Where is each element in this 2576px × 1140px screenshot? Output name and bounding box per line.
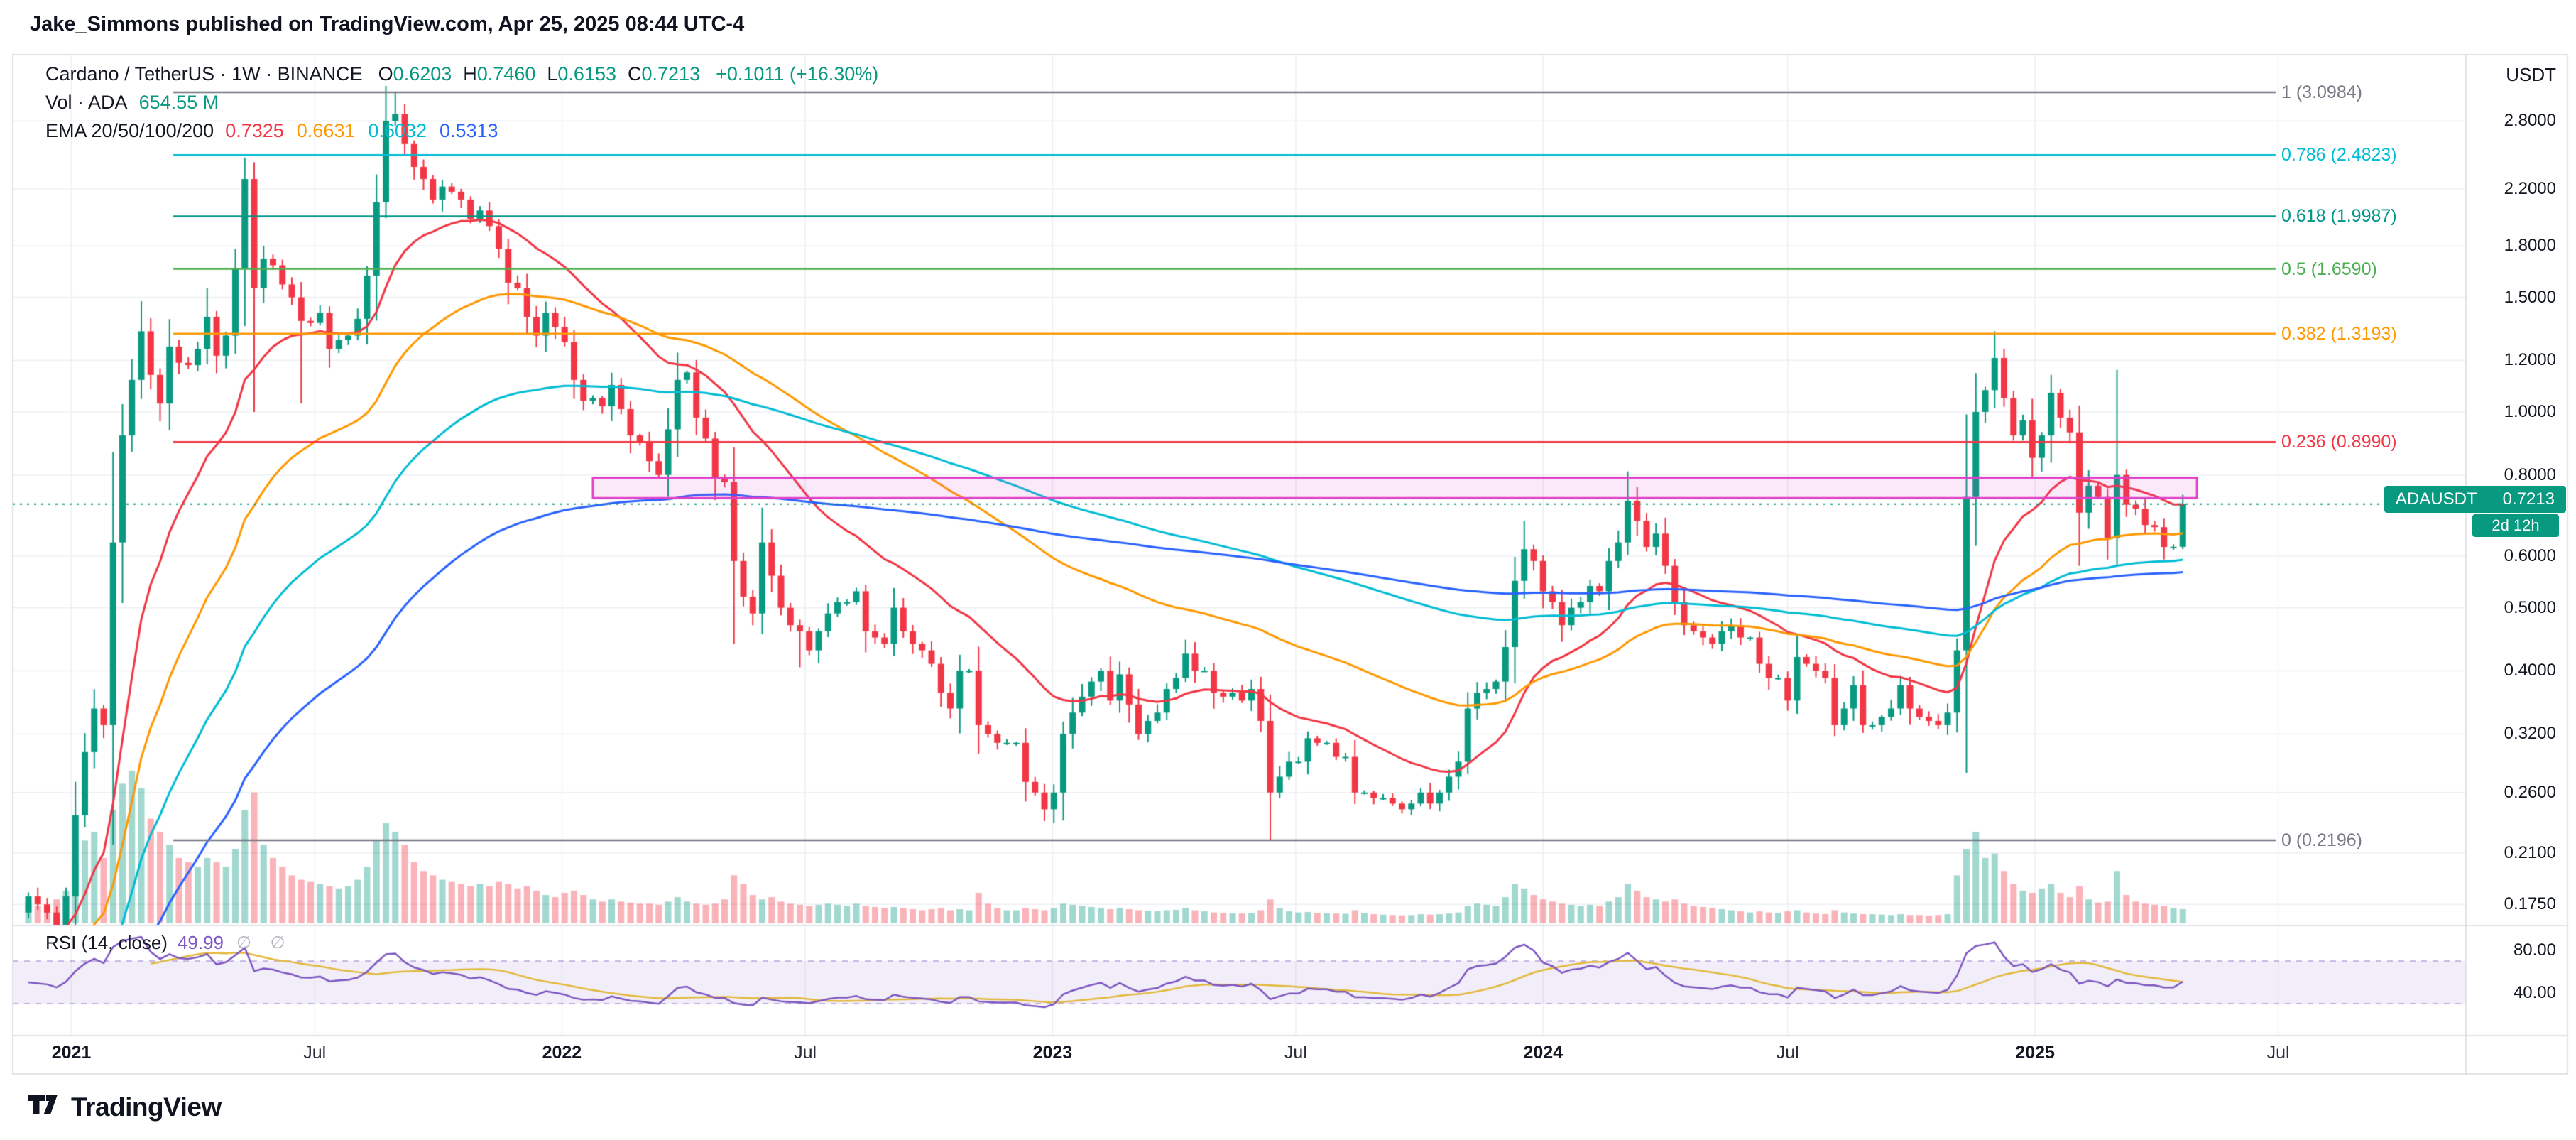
ema-value: 0.5313	[439, 119, 498, 141]
price-tick: 0.4000	[2504, 661, 2556, 680]
footer-brand-text[interactable]: TradingView	[71, 1092, 222, 1122]
volume-value: 654.55 M	[138, 91, 219, 113]
rsi-legend: RSI (14, close) 49.99 ∅ ∅	[45, 932, 293, 954]
tradingview-logo[interactable]	[28, 1095, 61, 1120]
fib-level-label: 0 (0.2196)	[2281, 830, 2362, 850]
time-label-month: Jul	[1284, 1043, 1307, 1063]
change-value: +0.1011 (+16.30%)	[716, 63, 879, 85]
time-label-month: Jul	[794, 1043, 817, 1063]
ohlc-pair: L0.6153	[547, 63, 616, 85]
price-tick: 1.0000	[2504, 401, 2556, 421]
ohlc-number: 0.7460	[476, 63, 536, 85]
ema-value: 0.7325	[225, 119, 284, 141]
price-tick: 0.2600	[2504, 782, 2556, 802]
last-price-badge[interactable]: ADAUSDT 0.7213	[2384, 486, 2566, 513]
symbol-title[interactable]: Cardano / TetherUS · 1W · BINANCE	[45, 63, 363, 85]
ohlc-pair: C0.7213	[628, 63, 700, 85]
ohlc-letter: L	[547, 63, 558, 85]
price-tick: 0.5000	[2504, 597, 2556, 617]
publish-line[interactable]: Jake_Simmons published on TradingView.co…	[30, 13, 745, 36]
rsi-tick: 80.00	[2513, 940, 2556, 960]
ohlc-letter: O	[378, 63, 393, 85]
fib-level-label: 0.382 (1.3193)	[2281, 323, 2397, 344]
time-label-year: 2023	[1032, 1043, 1073, 1063]
volume-label[interactable]: Vol · ADA	[45, 91, 128, 113]
price-tick: 2.8000	[2504, 111, 2556, 131]
time-label-year: 2022	[542, 1043, 582, 1063]
rsi-tick: 40.00	[2513, 983, 2556, 1002]
ohlc-number: 0.6153	[557, 63, 616, 85]
footer: TradingView	[28, 1092, 222, 1122]
price-tick: 0.2100	[2504, 842, 2556, 862]
price-tick: 0.1750	[2504, 894, 2556, 914]
fib-level-label: 0.236 (0.8990)	[2281, 432, 2397, 452]
price-axis-currency: USDT	[2506, 64, 2556, 85]
time-label-month: Jul	[2266, 1043, 2290, 1063]
fib-level-label: 0.618 (1.9987)	[2281, 206, 2397, 227]
time-label-month: Jul	[1776, 1043, 1799, 1063]
price-tick: 0.8000	[2504, 465, 2556, 484]
chart-legend: Cardano / TetherUS · 1W · BINANCE O0.620…	[45, 60, 878, 145]
badge-price: 0.7213	[2502, 489, 2555, 509]
ema-label[interactable]: EMA 20/50/100/200	[45, 119, 214, 141]
price-tick: 1.8000	[2504, 236, 2556, 256]
ohlc-pair: O0.6203	[378, 63, 452, 85]
fib-level-label: 0.786 (2.4823)	[2281, 145, 2397, 165]
ema-value: 0.6032	[368, 119, 427, 141]
ohlc-number: 0.6203	[393, 63, 452, 85]
price-tick: 1.2000	[2504, 350, 2556, 370]
ohlc-values: O0.6203 H0.7460 L0.6153 C0.7213	[378, 63, 711, 85]
ema-values: 0.7325 0.6631 0.6032 0.5313	[225, 120, 511, 142]
ohlc-letter: C	[627, 63, 642, 85]
fib-level-label: 0.5 (1.6590)	[2281, 259, 2377, 279]
ema-legend-row: EMA 20/50/100/200 0.7325 0.6631 0.6032 0.53…	[45, 116, 878, 145]
volume-legend-row: Vol · ADA 654.55 M	[45, 88, 878, 116]
time-label-year: 2021	[51, 1043, 92, 1063]
badge-symbol: ADAUSDT	[2395, 489, 2477, 509]
ohlc-letter: H	[463, 63, 477, 85]
rsi-value: 49.99	[177, 932, 224, 953]
ohlc-number: 0.7213	[641, 63, 701, 85]
time-label-month: Jul	[303, 1043, 327, 1063]
time-label-year: 2025	[2015, 1043, 2055, 1063]
ema-value: 0.6631	[296, 119, 356, 141]
fib-level-label: 1 (3.0984)	[2281, 82, 2362, 103]
price-tick: 1.5000	[2504, 287, 2556, 307]
time-label-year: 2024	[1523, 1043, 1563, 1063]
rsi-indicator-label[interactable]: RSI (14, close)	[45, 932, 168, 953]
candle-countdown-badge: 2d 12h	[2472, 514, 2559, 537]
ohlc-pair: H0.7460	[463, 63, 535, 85]
symbol-legend-row: Cardano / TetherUS · 1W · BINANCE O0.620…	[45, 60, 878, 88]
price-tick: 0.6000	[2504, 546, 2556, 566]
price-tick: 2.2000	[2504, 179, 2556, 199]
price-tick: 0.3200	[2504, 724, 2556, 744]
rsi-empty-markers: ∅ ∅	[236, 933, 293, 952]
